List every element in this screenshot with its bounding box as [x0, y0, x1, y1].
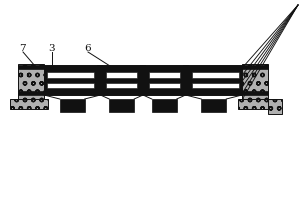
Bar [98, 65, 103, 95]
Bar [106, 72, 137, 77]
Text: 6: 6 [84, 44, 91, 53]
Bar [192, 82, 239, 88]
Bar [106, 82, 137, 88]
Bar [242, 64, 268, 99]
Bar [10, 99, 48, 109]
Bar [18, 64, 44, 99]
Bar [149, 72, 180, 77]
Bar [47, 82, 94, 88]
Text: 3: 3 [48, 44, 55, 53]
Bar [149, 82, 180, 88]
Bar [44, 65, 242, 95]
Bar [18, 91, 268, 95]
Bar [238, 99, 276, 109]
Bar [201, 99, 226, 112]
Bar [183, 65, 189, 95]
Bar [44, 77, 242, 82]
Bar [18, 65, 268, 69]
Bar [268, 99, 282, 114]
Bar [152, 99, 177, 112]
Bar [140, 65, 146, 95]
Bar [60, 99, 85, 112]
Text: 7: 7 [19, 44, 26, 53]
Bar [47, 72, 94, 77]
Bar [192, 72, 239, 77]
Bar [109, 99, 134, 112]
